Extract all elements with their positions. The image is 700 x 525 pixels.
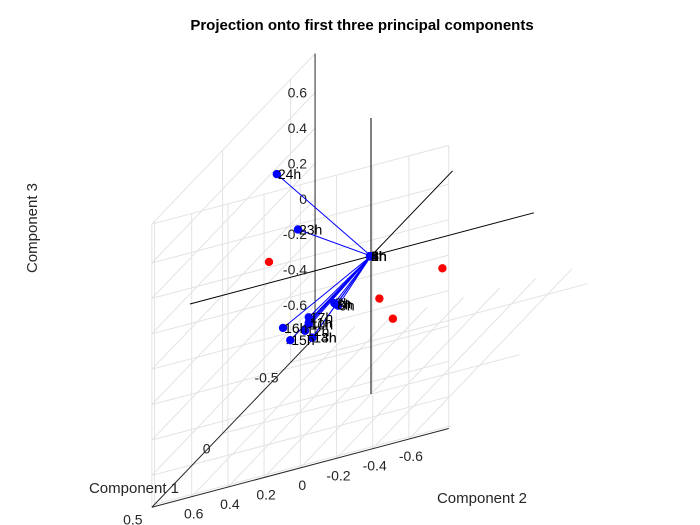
score-points bbox=[264, 257, 447, 323]
loading-label: 1h bbox=[371, 248, 387, 264]
loading-label: 11h bbox=[310, 315, 332, 331]
loading-label: 24h bbox=[278, 166, 301, 182]
y-tick-labels: -0.6 -0.4 -0.2 0 0.2 0.4 0.6 bbox=[184, 448, 423, 522]
loading-point bbox=[278, 323, 288, 333]
grid-line bbox=[151, 127, 316, 299]
loading-label: 13h bbox=[313, 330, 336, 346]
score-point bbox=[375, 294, 384, 303]
z-tick-label: 0.4 bbox=[288, 120, 308, 136]
z-tick-label: 0.2 bbox=[288, 155, 308, 171]
grid-line bbox=[336, 287, 501, 459]
z-tick-label: 0.6 bbox=[288, 85, 308, 101]
loading-point bbox=[308, 333, 317, 342]
loading-label: 16h bbox=[284, 320, 307, 336]
z-tick-label: 0 bbox=[299, 191, 307, 207]
x-tick-label: 0.5 bbox=[123, 511, 143, 525]
y-axis-spine bbox=[151, 428, 449, 508]
loading-label: 17h bbox=[310, 309, 333, 325]
z-axis-label: Component 3 bbox=[24, 183, 41, 273]
pc2-reference-line bbox=[189, 212, 535, 305]
loading-label: 2h bbox=[371, 248, 387, 264]
grid-line bbox=[299, 297, 464, 469]
loading-vector bbox=[297, 229, 372, 257]
y-tick-label: -0.4 bbox=[363, 458, 387, 474]
loading-label: 6h bbox=[371, 248, 387, 264]
loading-label: 15h bbox=[291, 332, 314, 348]
loading-label: 23h bbox=[299, 221, 322, 237]
loading-vector bbox=[276, 173, 372, 257]
loading-label: 12h bbox=[306, 323, 329, 339]
loading-vector bbox=[311, 255, 372, 338]
loading-vector bbox=[282, 255, 372, 329]
loading-label: 3h bbox=[371, 248, 387, 264]
x-tick-label: -0.5 bbox=[254, 369, 278, 385]
loading-point bbox=[304, 320, 313, 329]
chart-title: Projection onto first three principal co… bbox=[190, 17, 533, 34]
box-edge bbox=[151, 53, 316, 225]
x-tick-label: 0 bbox=[203, 440, 211, 456]
grid-line bbox=[154, 425, 452, 505]
y-tick-label: -0.6 bbox=[399, 448, 423, 464]
loading-vector bbox=[289, 255, 372, 341]
y-tick-label: 0.4 bbox=[220, 496, 240, 512]
loading-point bbox=[272, 169, 282, 179]
loading-label: 7h bbox=[335, 295, 351, 311]
z-tick-label: -0.4 bbox=[283, 262, 307, 278]
axes-grid bbox=[151, 53, 588, 508]
loading-point bbox=[333, 301, 343, 310]
grid-line bbox=[372, 277, 537, 450]
y-tick-label: 0.2 bbox=[256, 487, 276, 503]
loading-vector bbox=[304, 255, 372, 332]
loading-point bbox=[365, 252, 375, 261]
loading-label: 4h bbox=[371, 248, 387, 264]
score-point bbox=[264, 257, 274, 267]
box-edge bbox=[151, 144, 449, 225]
z-tick-label: -0.6 bbox=[283, 297, 307, 313]
grid-line bbox=[408, 268, 573, 440]
component-axes-lines bbox=[189, 117, 535, 395]
z-tick-labels: 0.60.40.20-0.2-0.4-0.6 bbox=[283, 85, 307, 313]
loading-label: 10h bbox=[310, 316, 333, 332]
y-tick-label: 0.6 bbox=[184, 506, 204, 522]
grid-line bbox=[227, 316, 392, 488]
y-tick-label: 0 bbox=[298, 477, 306, 493]
grid-line bbox=[263, 306, 428, 478]
y-tick-label: -0.2 bbox=[326, 467, 350, 483]
loading-label: 14h bbox=[313, 330, 336, 346]
x-axis-label: Component 1 bbox=[89, 480, 179, 497]
loading-points bbox=[272, 169, 375, 345]
grid-line bbox=[191, 325, 356, 498]
grid-line bbox=[151, 92, 316, 264]
loading-point bbox=[300, 326, 310, 335]
score-point bbox=[388, 314, 398, 323]
loading-label: 8h bbox=[337, 296, 353, 312]
grid-line bbox=[290, 283, 588, 363]
loading-point bbox=[293, 225, 303, 234]
x-axis-spine bbox=[151, 336, 316, 508]
loading-point bbox=[286, 336, 295, 345]
x-tick-labels: -0.5 0 0.5 bbox=[123, 369, 279, 525]
grid-line bbox=[151, 163, 316, 335]
y-axis-label: Component 2 bbox=[437, 490, 527, 507]
loading-label: 9h bbox=[339, 298, 355, 314]
score-point bbox=[438, 264, 447, 273]
loading-label: 5h bbox=[371, 248, 387, 264]
loading-vectors bbox=[276, 173, 372, 341]
